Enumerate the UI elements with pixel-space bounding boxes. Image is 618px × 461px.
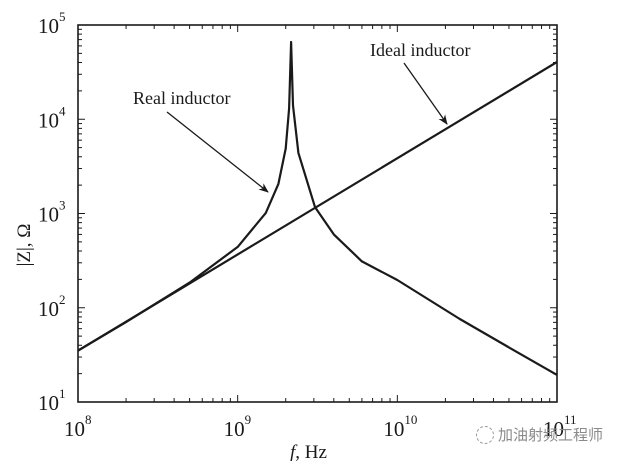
y-tick-label: 101 <box>38 386 66 415</box>
ideal-inductor-label: Ideal inductor <box>370 40 470 60</box>
x-tick-label: 108 <box>64 412 92 441</box>
annotation-arrow <box>166 111 269 193</box>
watermark-text: 加油射频工程师 <box>498 426 604 444</box>
plot-annotations: Real inductor Ideal inductor <box>133 40 470 193</box>
x-tick-label: 109 <box>224 412 252 441</box>
y-axis-label: |Z|, Ω <box>14 224 35 267</box>
y-tick-label: 104 <box>38 103 66 132</box>
watermark: 加油射频工程师 <box>476 424 603 445</box>
x-axis-label: f, Hz <box>290 442 327 461</box>
real-inductor-curve <box>77 40 558 376</box>
real-inductor-label: Real inductor <box>133 88 230 108</box>
plot-axes <box>77 24 558 403</box>
y-tick-label: 103 <box>38 198 66 227</box>
y-tick-label: 102 <box>38 292 66 321</box>
plot-curves <box>77 40 558 376</box>
y-tick-label: 105 <box>38 9 66 38</box>
x-tick-label: 1010 <box>383 412 417 441</box>
annotation-arrow <box>403 62 448 125</box>
plot-frame <box>77 24 558 403</box>
wechat-icon <box>476 425 494 444</box>
